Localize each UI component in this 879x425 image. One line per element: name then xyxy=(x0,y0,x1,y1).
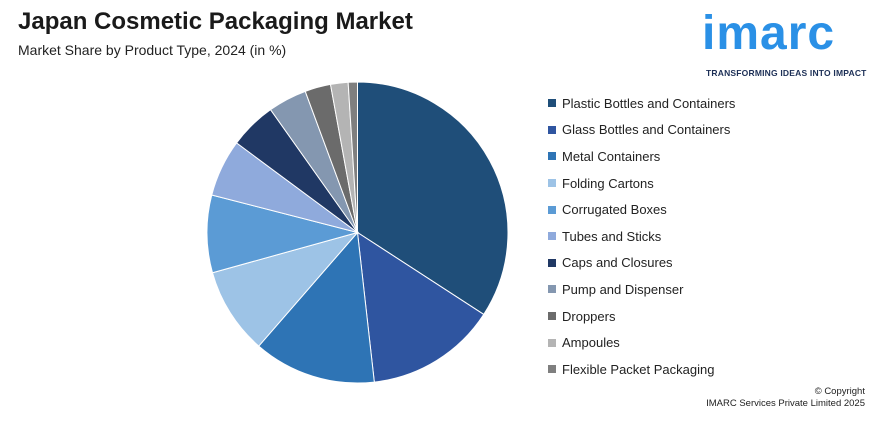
legend-swatch xyxy=(548,338,556,347)
chart-legend: Plastic Bottles and Containers Glass Bott… xyxy=(548,90,735,383)
legend-swatch xyxy=(548,99,556,108)
legend-label: Plastic Bottles and Containers xyxy=(562,95,736,111)
logo-wordmark: imarc xyxy=(702,7,836,60)
pie-slice-folding-cartons xyxy=(211,231,359,347)
legend-label: Flexible Packet Packaging xyxy=(562,361,715,377)
legend-swatch xyxy=(548,312,556,321)
legend-swatch xyxy=(548,125,556,134)
legend-item: Droppers xyxy=(548,303,735,330)
legend-item: Flexible Packet Packaging xyxy=(548,356,735,383)
copyright-notice: © Copyright IMARC Services Private Limit… xyxy=(706,386,865,410)
copyright-line-2: IMARC Services Private Limited 2025 xyxy=(706,398,865,409)
legend-label: Folding Cartons xyxy=(562,175,654,191)
imarc-logo: imarc TRANSFORMING IDEAS INTO IMPACT xyxy=(700,6,872,82)
legend-label: Droppers xyxy=(562,308,616,324)
legend-label: Caps and Closures xyxy=(562,255,673,271)
legend-item: Folding Cartons xyxy=(548,170,735,197)
legend-label: Glass Bottles and Containers xyxy=(562,122,731,138)
legend-swatch xyxy=(548,285,556,294)
legend-item: Pump and Dispenser xyxy=(548,276,735,303)
legend-label: Tubes and Sticks xyxy=(562,228,662,244)
legend-swatch xyxy=(548,152,556,161)
legend-item: Ampoules xyxy=(548,329,735,356)
chart-title: Japan Cosmetic Packaging Market xyxy=(18,8,413,35)
logo-tagline: TRANSFORMING IDEAS INTO IMPACT xyxy=(706,68,867,78)
pie-chart xyxy=(200,75,515,390)
legend-item: Corrugated Boxes xyxy=(548,196,735,223)
pie-slice-metal-containers xyxy=(258,231,375,384)
pie-chart-svg xyxy=(206,81,509,384)
legend-item: Tubes and Sticks xyxy=(548,223,735,250)
legend-label: Corrugated Boxes xyxy=(562,202,667,218)
pie-slice-glass-bottles-and-containers xyxy=(356,231,485,383)
legend-swatch xyxy=(548,258,556,267)
legend-swatch xyxy=(548,179,556,188)
legend-label: Metal Containers xyxy=(562,148,661,164)
legend-label: Ampoules xyxy=(562,335,620,351)
legend-label: Pump and Dispenser xyxy=(562,281,684,297)
legend-item: Caps and Closures xyxy=(548,250,735,277)
legend-swatch xyxy=(548,232,556,241)
chart-subtitle: Market Share by Product Type, 2024 (in %… xyxy=(18,42,287,58)
copyright-line-1: © Copyright xyxy=(814,386,865,397)
legend-swatch xyxy=(548,205,556,214)
legend-item: Metal Containers xyxy=(548,143,735,170)
legend-item: Plastic Bottles and Containers xyxy=(548,90,735,117)
legend-item: Glass Bottles and Containers xyxy=(548,117,735,144)
legend-swatch xyxy=(548,365,556,374)
pie-slice-flexible-packet-packaging xyxy=(347,81,358,233)
